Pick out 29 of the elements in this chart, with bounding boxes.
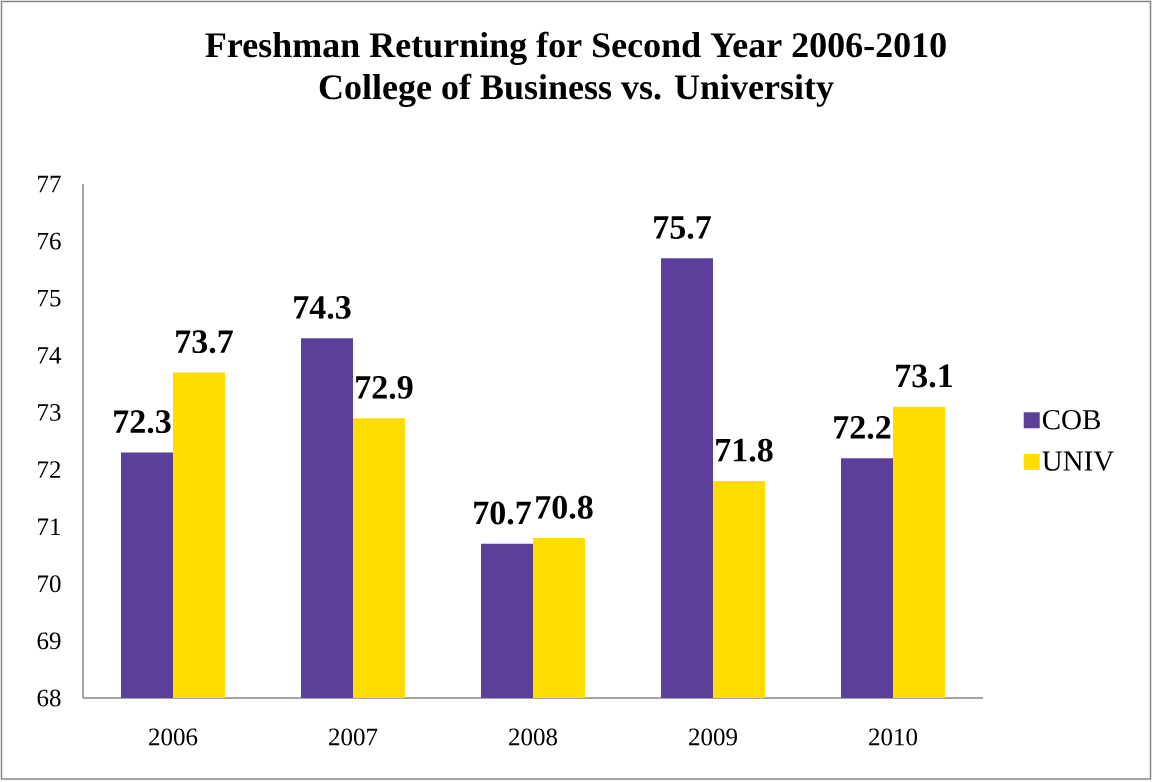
data-label: 74.3 [294,296,351,320]
x-tick-label: 2007 [329,728,378,746]
legend-label: UNIV [1042,451,1114,472]
chart-title: Freshman Returning for Second Year 2006-2010 [205,31,946,65]
data-label: 73.7 [176,330,233,354]
data-label: 72.9 [356,375,413,399]
chart-subtitle: College of Business vs. University [319,73,834,107]
data-label: 72.2 [834,415,891,439]
data-label: 71.8 [716,438,773,462]
y-tick-label: 77 [38,175,61,193]
y-tick-label: 71 [38,518,60,535]
x-tick-label: 2008 [509,728,558,746]
y-tick-label: 73 [38,404,61,421]
y-tick-label: 69 [37,632,61,650]
y-tick-label: 74 [38,347,62,364]
x-tick-label: 2010 [869,728,918,746]
data-label: 72.3 [114,410,171,434]
legend-label: COB [1042,409,1100,430]
y-tick-label: 76 [38,232,61,250]
y-tick-label: 72 [38,461,61,478]
data-label: 75.7 [654,216,711,240]
y-tick-label: 75 [38,289,61,307]
y-tick-label: 68 [37,689,61,707]
data-label: 70.8 [536,495,593,519]
data-label: 70.7 [474,501,531,525]
y-tick-label: 70 [38,575,61,593]
x-tick-label: 2006 [149,728,198,746]
x-tick-label: 2009 [689,728,737,746]
data-label: 73.1 [896,364,952,388]
